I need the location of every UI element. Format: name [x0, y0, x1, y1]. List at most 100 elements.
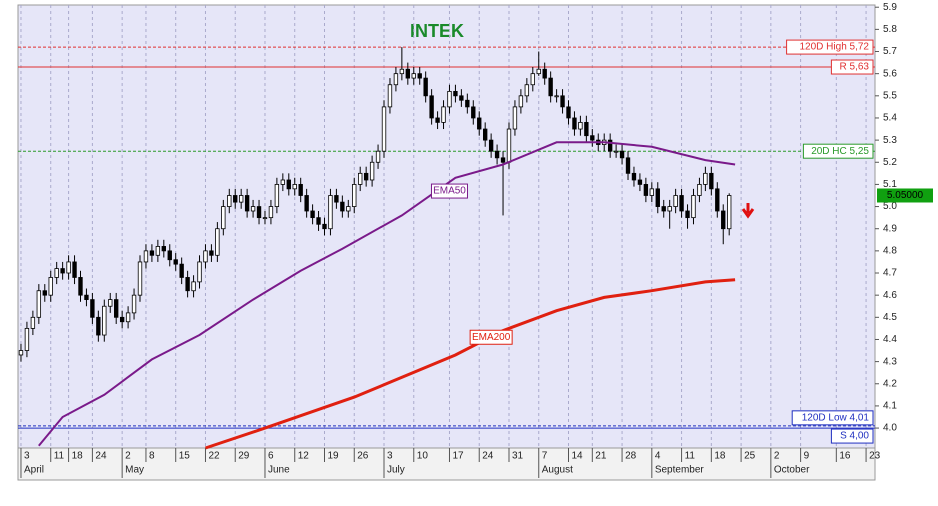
candle-body	[387, 84, 393, 108]
candle-body	[96, 316, 101, 336]
candle-body	[72, 261, 77, 278]
candle-body	[244, 195, 250, 212]
candle-body	[108, 299, 113, 307]
candle-body	[90, 299, 95, 318]
candle-body	[292, 184, 297, 190]
candle-body	[703, 172, 708, 185]
candle-body	[54, 268, 59, 278]
candle-body	[84, 294, 89, 300]
candle-body	[185, 277, 190, 292]
month-label: April	[24, 465, 44, 476]
candle-body	[518, 95, 524, 108]
y-tick-label: 5.2	[883, 157, 897, 168]
candle-body	[494, 150, 500, 159]
candle-body	[399, 68, 405, 75]
y-tick-label: 4.5	[883, 312, 897, 323]
candle-body	[179, 263, 184, 278]
candle-body	[328, 195, 333, 230]
candle-body	[441, 106, 446, 123]
x-tick-label: 24	[482, 451, 494, 462]
candle-body	[60, 268, 65, 274]
x-tick-label: 24	[95, 451, 107, 462]
candle-body	[149, 250, 155, 256]
candle-body	[459, 95, 464, 101]
candle-body	[18, 350, 24, 356]
x-tick-label: 4	[655, 451, 661, 462]
candle-body	[304, 195, 309, 212]
x-tick-label: 23	[869, 451, 881, 462]
level-label-box	[830, 59, 874, 75]
y-tick-label: 5.3	[883, 135, 897, 146]
candle-body	[661, 206, 666, 212]
x-tick-label: 8	[149, 451, 155, 462]
x-tick-label: 3	[24, 451, 30, 462]
candle-body	[167, 250, 172, 261]
candle-body	[429, 95, 434, 119]
candle-body	[721, 210, 726, 230]
x-tick-label: 6	[268, 451, 274, 462]
candle-body	[233, 195, 238, 203]
candle-body	[512, 106, 518, 130]
y-tick-label: 4.9	[883, 223, 897, 234]
candle-body	[137, 261, 143, 296]
candle-body	[274, 184, 280, 207]
candle-body	[131, 294, 137, 314]
x-tick-label: 15	[179, 451, 191, 462]
x-tick-label: 25	[744, 451, 756, 462]
x-tick-label: 11	[685, 451, 696, 462]
candle-body	[119, 316, 125, 323]
candle-body	[393, 73, 399, 86]
candle-body	[477, 117, 482, 130]
y-tick-label: 5.4	[883, 113, 897, 124]
candle-body	[619, 150, 625, 159]
x-tick-label: 28	[625, 451, 637, 462]
candle-body	[417, 73, 422, 79]
candle-body	[691, 195, 696, 219]
candle-body	[221, 206, 226, 230]
candle-body	[697, 184, 702, 196]
candle-body	[572, 117, 577, 130]
candle-body	[715, 188, 720, 212]
x-tick-label: 21	[595, 451, 607, 462]
y-tick-label: 4.0	[883, 423, 897, 434]
candle-body	[447, 90, 452, 108]
x-tick-label: 11	[54, 451, 65, 462]
x-tick-label: 26	[357, 451, 369, 462]
x-tick-label: 2	[774, 451, 780, 462]
level-label-box	[786, 39, 874, 55]
candle-body	[155, 246, 161, 256]
level-label-box	[791, 410, 874, 426]
candle-body	[114, 299, 119, 318]
candle-body	[340, 201, 345, 212]
candle-body	[423, 77, 428, 97]
candle-body	[262, 217, 268, 220]
plot-area	[17, 4, 876, 449]
candle-body	[655, 188, 660, 207]
candle-body	[566, 106, 571, 119]
candle-body	[310, 210, 315, 219]
candle-body	[358, 172, 363, 185]
ema-line	[205, 278, 736, 450]
candle-body	[667, 206, 672, 212]
candle-body	[298, 184, 303, 196]
candle-body	[465, 99, 470, 108]
candle-body	[256, 206, 262, 219]
candle-body	[560, 95, 565, 108]
candle-body	[453, 90, 458, 97]
candle-body	[125, 312, 131, 323]
month-label: June	[268, 465, 290, 476]
level-label: S 4,00	[840, 431, 869, 442]
candle-body	[590, 135, 595, 141]
candle-body	[369, 161, 375, 181]
level-label: 120D High 5,72	[800, 42, 870, 53]
y-tick-label: 5.9	[883, 2, 897, 13]
candle-body	[536, 68, 541, 75]
x-tick-label: 18	[72, 451, 84, 462]
level-label: 20D HC 5,25	[811, 146, 869, 157]
candle-body	[673, 195, 678, 207]
level-label-box	[802, 143, 874, 159]
candle-body	[227, 195, 232, 207]
last-price-label: 5.05000	[887, 190, 924, 201]
candle-body	[530, 73, 535, 86]
